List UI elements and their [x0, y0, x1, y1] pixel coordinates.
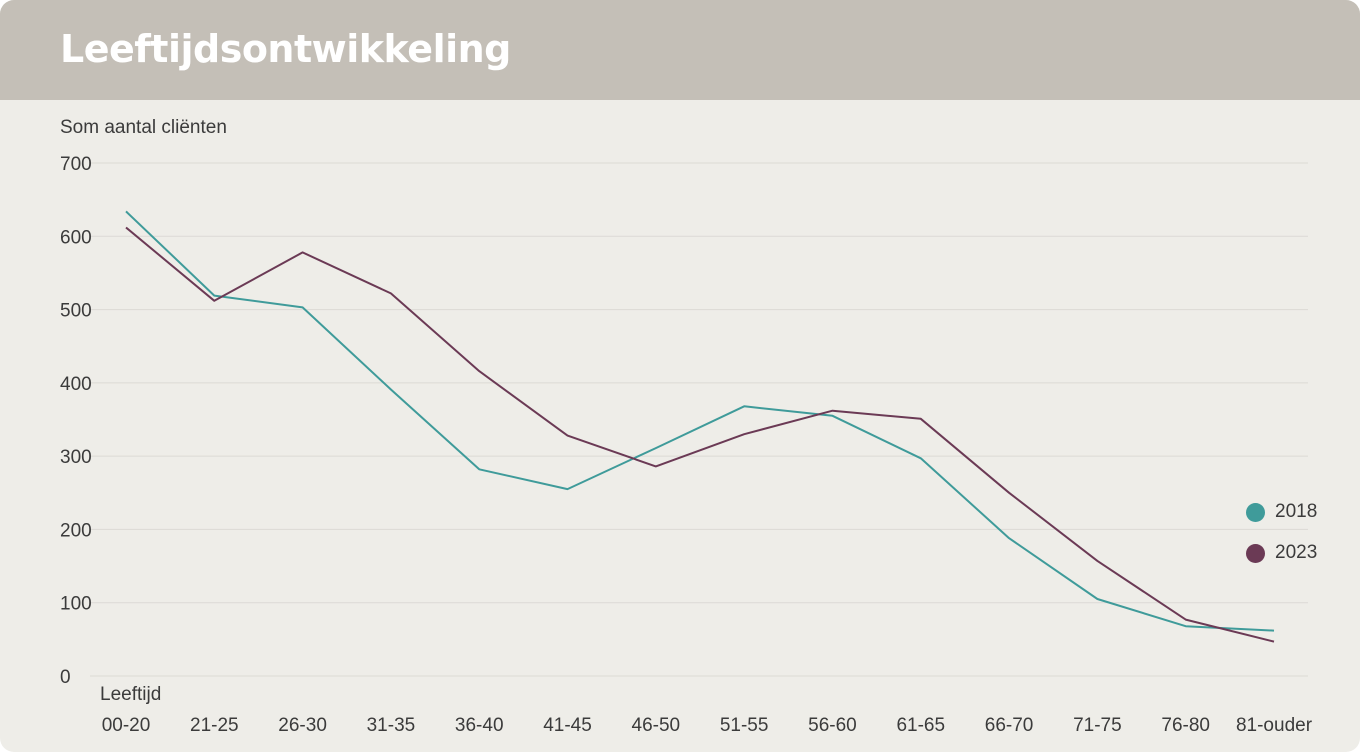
x-tick-label: 61-65 [896, 715, 945, 736]
x-axis-title: Leeftijd [100, 684, 161, 705]
grid-lines [90, 162, 1308, 677]
x-tick-label: 00-20 [102, 715, 151, 736]
y-tick-labels: 700 600 500 400 300 200 100 0 [60, 154, 92, 688]
legend-label-2018: 2018 [1275, 501, 1318, 522]
y-tick-label: 0 [60, 667, 71, 688]
series-lines [125, 210, 1275, 643]
y-axis-title: Som aantal cliënten [60, 117, 227, 138]
y-tick-label: 600 [60, 227, 92, 248]
x-tick-label: 41-45 [543, 715, 592, 736]
y-tick-label: 700 [60, 154, 92, 175]
y-tick-label: 500 [60, 301, 92, 322]
x-tick-label: 26-30 [278, 715, 327, 736]
x-tick-label: 36-40 [455, 715, 504, 736]
x-tick-label: 71-75 [1073, 715, 1122, 736]
x-tick-label: 21-25 [190, 715, 239, 736]
x-tick-label: 76-80 [1161, 715, 1210, 736]
x-tick-label: 31-35 [367, 715, 416, 736]
x-tick-label: 66-70 [985, 715, 1034, 736]
legend: 2018 2023 [1246, 500, 1317, 582]
legend-item-2023[interactable]: 2023 [1246, 541, 1317, 565]
x-tick-label: 46-50 [632, 715, 681, 736]
series-line-2023[interactable] [125, 226, 1275, 643]
series-line-2018[interactable] [125, 210, 1275, 632]
y-tick-label: 400 [60, 374, 92, 395]
x-tick-labels: 00-20 21-25 26-30 31-35 36-40 41-45 46-50 51-55… [102, 715, 1313, 736]
x-tick-label: 51-55 [720, 715, 769, 736]
x-tick-label: 81-ouder [1236, 715, 1313, 736]
legend-dot-2018 [1246, 502, 1265, 522]
legend-item-2018[interactable]: 2018 [1246, 500, 1317, 524]
header-bar: Leeftijdsontwikkeling [0, 0, 1360, 100]
y-tick-label: 100 [60, 594, 92, 615]
legend-label-2023: 2023 [1275, 542, 1318, 563]
y-tick-label: 300 [60, 447, 92, 468]
page-title: Leeftijdsontwikkeling [60, 27, 511, 71]
y-tick-label: 200 [60, 520, 92, 541]
legend-dot-2023 [1246, 543, 1265, 563]
x-tick-label: 56-60 [808, 715, 857, 736]
